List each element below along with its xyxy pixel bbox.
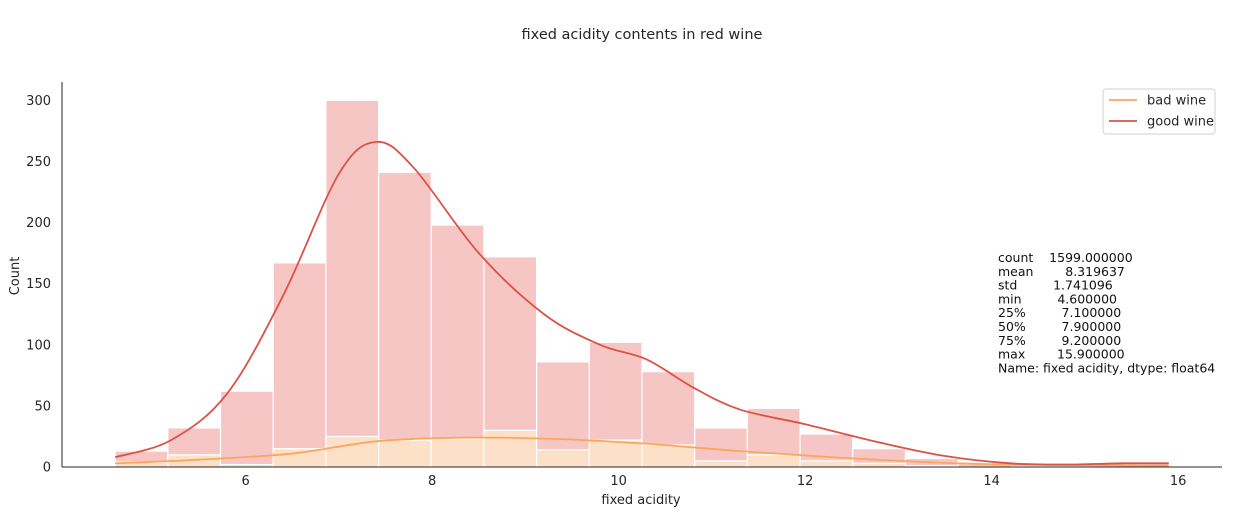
bar-bad-wine-11 [694, 460, 748, 468]
bar-bad-wine-8 [536, 449, 590, 468]
y-tick-label: 150 [26, 277, 51, 292]
kde-layer [114, 140, 1169, 467]
y-tick-label: 200 [26, 216, 51, 231]
kde-line-bad-wine [115, 436, 1169, 467]
bar-bad-wine-5 [377, 439, 432, 468]
bar-good-wine-12 [746, 407, 801, 456]
bar-good-wine-3 [272, 262, 327, 450]
legend: bad wine good wine [1102, 88, 1216, 135]
stats-line: mean 8.319637 [998, 264, 1125, 279]
axes-layer [61, 82, 1222, 468]
x-tick-label: 14 [983, 474, 1000, 489]
ticks-layer: 6 8 10 12 14 16 0 50 100 150 200 250 300 [26, 94, 1186, 489]
bars-layer [114, 99, 1170, 468]
stats-line: max 15.900000 [998, 347, 1125, 362]
bar-good-wine-7 [483, 256, 538, 431]
legend-label-good-wine: good wine [1147, 115, 1214, 130]
stats-line: Name: fixed acidity, dtype: float64 [998, 360, 1215, 375]
legend-label-bad-wine: bad wine [1147, 94, 1206, 109]
bar-good-wine-9 [588, 341, 643, 441]
bar-good-wine-1 [167, 427, 222, 456]
y-tick-label: 100 [26, 338, 51, 353]
bar-bad-wine-9 [588, 439, 643, 468]
bar-good-wine-8 [536, 361, 590, 451]
bar-good-wine-11 [694, 427, 748, 462]
bar-bad-wine-7 [483, 429, 538, 468]
x-axis-label: fixed acidity [601, 493, 681, 508]
bar-good-wine-6 [430, 224, 485, 440]
stats-line: count 1599.000000 [998, 250, 1133, 265]
stats-line: 25% 7.100000 [998, 305, 1121, 320]
bar-good-wine-0 [114, 450, 169, 463]
bar-good-wine-4 [325, 99, 380, 438]
bar-bad-wine-13 [799, 460, 854, 468]
bar-good-wine-10 [641, 371, 696, 446]
y-tick-label: 300 [26, 94, 51, 109]
y-tick-label: 50 [34, 399, 51, 414]
y-axis-label: Count [8, 257, 23, 296]
y-tick-label: 0 [43, 461, 51, 476]
bar-bad-wine-6 [430, 438, 485, 468]
bar-good-wine-2 [219, 390, 274, 466]
kde-line-good-wine [114, 140, 1169, 466]
x-tick-label: 12 [797, 474, 814, 489]
bar-good-wine-5 [377, 171, 432, 441]
stats-line: std 1.741096 [998, 278, 1113, 293]
stats-line: min 4.600000 [998, 291, 1117, 306]
x-tick-label: 10 [610, 474, 627, 489]
bar-bad-wine-3 [272, 448, 327, 468]
y-tick-label: 250 [26, 155, 51, 170]
stats-line: 75% 9.200000 [998, 333, 1121, 348]
bar-bad-wine-10 [641, 444, 696, 468]
x-tick-label: 8 [428, 474, 436, 489]
chart-title: fixed acidity contents in red wine [522, 27, 763, 43]
x-tick-label: 6 [242, 474, 250, 489]
bar-bad-wine-12 [746, 454, 801, 468]
x-tick-label: 16 [1170, 474, 1187, 489]
stats-line: 50% 7.900000 [998, 319, 1121, 334]
